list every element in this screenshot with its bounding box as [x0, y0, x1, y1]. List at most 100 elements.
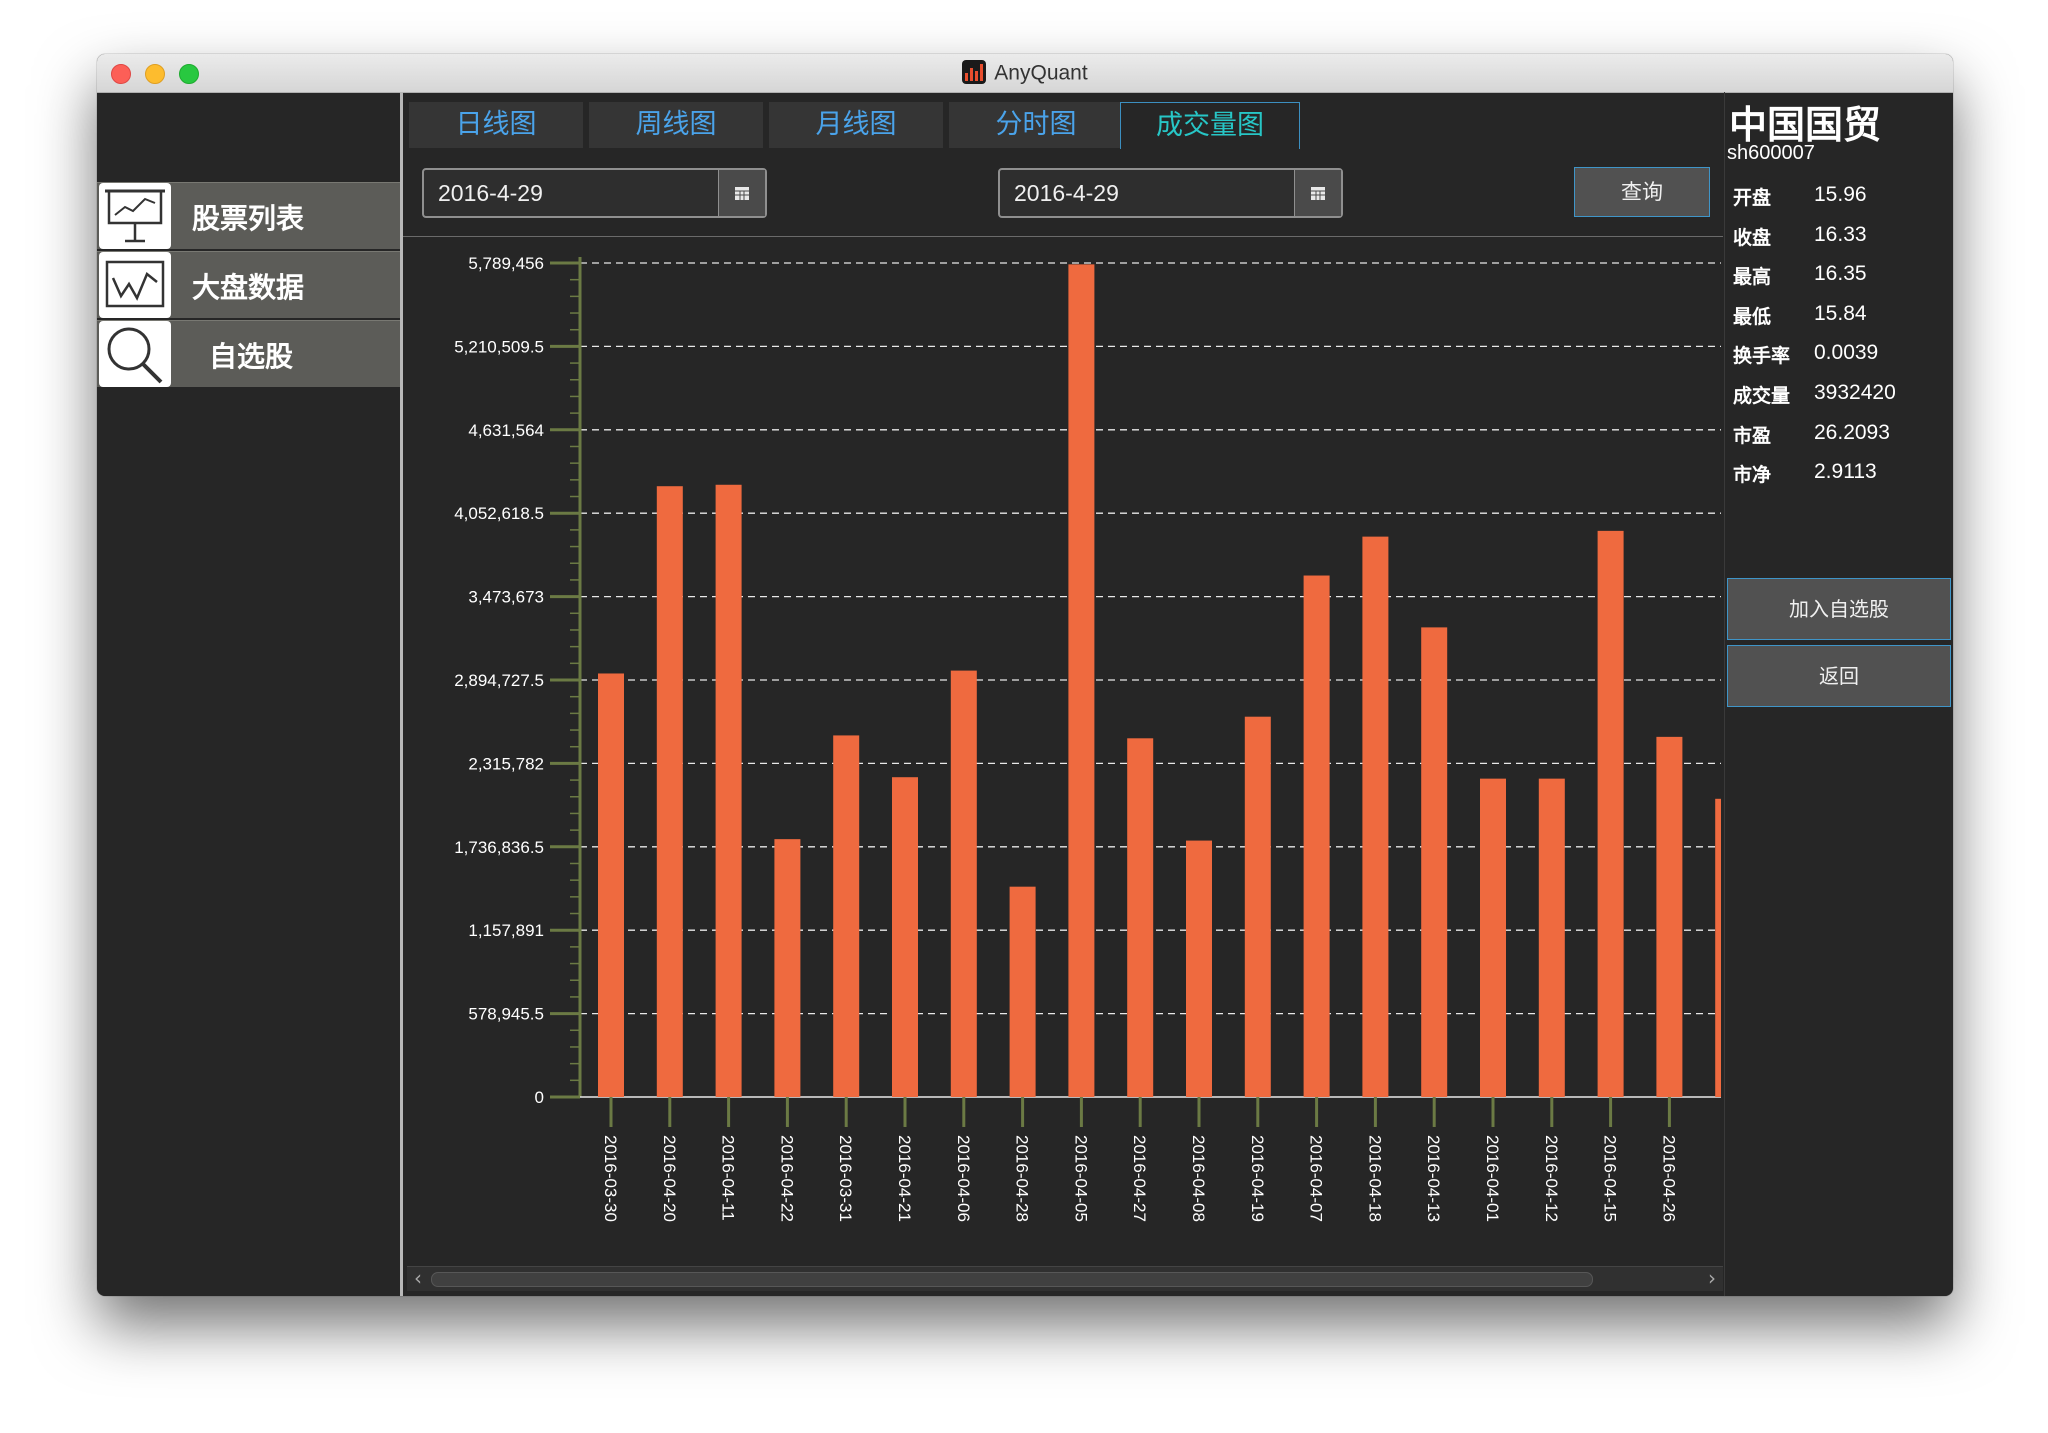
sidebar-item-stock-list[interactable]: 股票列表 [97, 182, 402, 249]
title-bar: AnyQuant [97, 54, 1953, 93]
turnover-label: 换手率 [1733, 345, 1791, 367]
tab-volume-chart[interactable]: 成交量图 [1120, 102, 1300, 149]
calendar-icon [1311, 187, 1325, 200]
back-button[interactable]: 返回 [1727, 645, 1951, 707]
close-label: 收盘 [1733, 227, 1772, 249]
right-panel-divider [1724, 92, 1725, 1296]
volume-bar [715, 484, 742, 1097]
pb-value: 2.9113 [1814, 460, 1877, 483]
volume-bar [1303, 575, 1330, 1097]
start-date-input[interactable]: 2016-4-29 [422, 168, 767, 218]
x-tick-label: 2016-04-21 [895, 1135, 914, 1222]
y-tick-label: 4,631,564 [468, 421, 544, 440]
x-tick-label: 2016-04-05 [1071, 1135, 1090, 1222]
close-value: 16.33 [1814, 223, 1867, 246]
x-tick-label: 2016-04-08 [1189, 1135, 1208, 1222]
volume-bar [1068, 264, 1095, 1097]
tab-monthly-chart[interactable]: 月线图 [769, 102, 943, 148]
stock-code: sh600007 [1727, 142, 1815, 164]
y-tick-label: 5,789,456 [468, 254, 544, 273]
volume-bar [1127, 738, 1154, 1097]
minimize-window-button[interactable] [145, 64, 165, 84]
volume-bar [656, 486, 683, 1097]
high-value: 16.35 [1814, 262, 1867, 285]
pe-label: 市盈 [1733, 425, 1772, 447]
volume-chart-panel: 0 578,945.5 1,157,891 1,736,836.5 2,315,782 2… [403, 236, 1723, 1296]
add-to-watchlist-button[interactable]: 加入自选股 [1727, 578, 1951, 640]
y-tick-label: 578,945.5 [468, 1005, 544, 1024]
scroll-left-arrow-icon[interactable]: ‹ [414, 1266, 422, 1290]
query-button[interactable]: 查询 [1574, 167, 1710, 217]
pe-value: 26.2093 [1814, 421, 1890, 444]
tab-label: 日线图 [455, 109, 537, 140]
scroll-right-arrow-icon[interactable]: › [1708, 1266, 1716, 1290]
y-tick-label: 2,894,727.5 [454, 671, 544, 690]
tab-intraday-chart[interactable]: 分时图 [949, 102, 1123, 148]
volume-bar [892, 777, 918, 1097]
x-tick-label: 2016-04-11 [719, 1135, 738, 1221]
sidebar-item-label: 股票列表 [192, 202, 305, 235]
scrollbar-thumb[interactable] [431, 1272, 1593, 1287]
volume-bar [950, 670, 977, 1097]
tab-weekly-chart[interactable]: 周线图 [589, 102, 763, 148]
x-tick-label: 2016-04-13 [1424, 1135, 1443, 1222]
volume-bar [1009, 886, 1036, 1097]
volume-bar [1715, 798, 1721, 1097]
app-logo-icon [962, 59, 987, 84]
volume-bar [598, 673, 624, 1097]
volume-bar [1597, 530, 1624, 1097]
y-tick-label: 1,736,836.5 [454, 838, 544, 857]
maximize-window-button[interactable] [179, 64, 199, 84]
x-tick-label: 2016-04-26 [1659, 1135, 1678, 1222]
sidebar-item-watchlist[interactable]: 自选股 [97, 320, 402, 387]
y-tick-label: 5,210,509.5 [454, 337, 544, 356]
tab-daily-chart[interactable]: 日线图 [409, 102, 583, 148]
open-label: 开盘 [1733, 187, 1772, 209]
x-tick-label: 2016-04-07 [1307, 1135, 1326, 1222]
volume-bar [1244, 716, 1271, 1097]
volume-bar [1538, 778, 1565, 1097]
volume-value: 3932420 [1814, 381, 1896, 404]
volume-bar [1362, 536, 1389, 1097]
volume-bar [833, 735, 860, 1097]
x-tick-label: 2016-03-31 [836, 1135, 855, 1222]
start-date-value: 2016-4-29 [438, 180, 543, 206]
volume-bar-chart: 0 578,945.5 1,157,891 1,736,836.5 2,315,782 2… [454, 254, 1721, 1222]
open-value: 15.96 [1814, 183, 1867, 206]
x-tick-label: 2016-04-22 [777, 1135, 796, 1222]
title-wrap: AnyQuant [97, 54, 1953, 92]
end-date-picker-button[interactable] [1294, 170, 1341, 216]
volume-bar [1480, 778, 1506, 1097]
start-date-picker-button[interactable] [718, 170, 765, 216]
volume-bar [774, 839, 801, 1097]
line-chart-icon [99, 252, 171, 318]
x-tick-label: 2016-03-30 [601, 1135, 620, 1222]
end-date-value: 2016-4-29 [1014, 180, 1119, 206]
tab-label: 分时图 [995, 109, 1077, 140]
y-tick-label: 1,157,891 [468, 921, 544, 940]
low-value: 15.84 [1814, 302, 1867, 325]
volume-bar [1421, 627, 1448, 1097]
tab-label: 周线图 [635, 109, 717, 140]
stock-name: 中国国贸 [1729, 103, 1882, 147]
high-label: 最高 [1733, 266, 1772, 288]
volume-bar [1186, 840, 1212, 1097]
x-tick-label: 2016-04-19 [1248, 1135, 1267, 1222]
end-date-input[interactable]: 2016-4-29 [998, 168, 1343, 218]
panel-divider [400, 92, 403, 1296]
x-tick-label: 2016-04-01 [1483, 1135, 1502, 1222]
x-tick-label: 2016-04-28 [1013, 1135, 1032, 1222]
chart-horizontal-scrollbar[interactable]: ‹ › [407, 1266, 1723, 1291]
x-tick-label: 2016-04-15 [1601, 1135, 1620, 1222]
pb-label: 市净 [1733, 464, 1772, 486]
x-tick-label: 2016-04-20 [660, 1135, 679, 1222]
app-window: AnyQuant 股票列表 大盘数据 [97, 54, 1953, 1296]
presentation-chart-icon [99, 183, 171, 249]
tab-label: 月线图 [815, 109, 897, 140]
low-label: 最低 [1733, 306, 1772, 328]
sidebar-item-market-data[interactable]: 大盘数据 [97, 251, 402, 318]
close-window-button[interactable] [111, 64, 131, 84]
calendar-icon [735, 187, 749, 200]
turnover-value: 0.0039 [1814, 341, 1879, 364]
sidebar-item-label: 大盘数据 [192, 271, 305, 304]
